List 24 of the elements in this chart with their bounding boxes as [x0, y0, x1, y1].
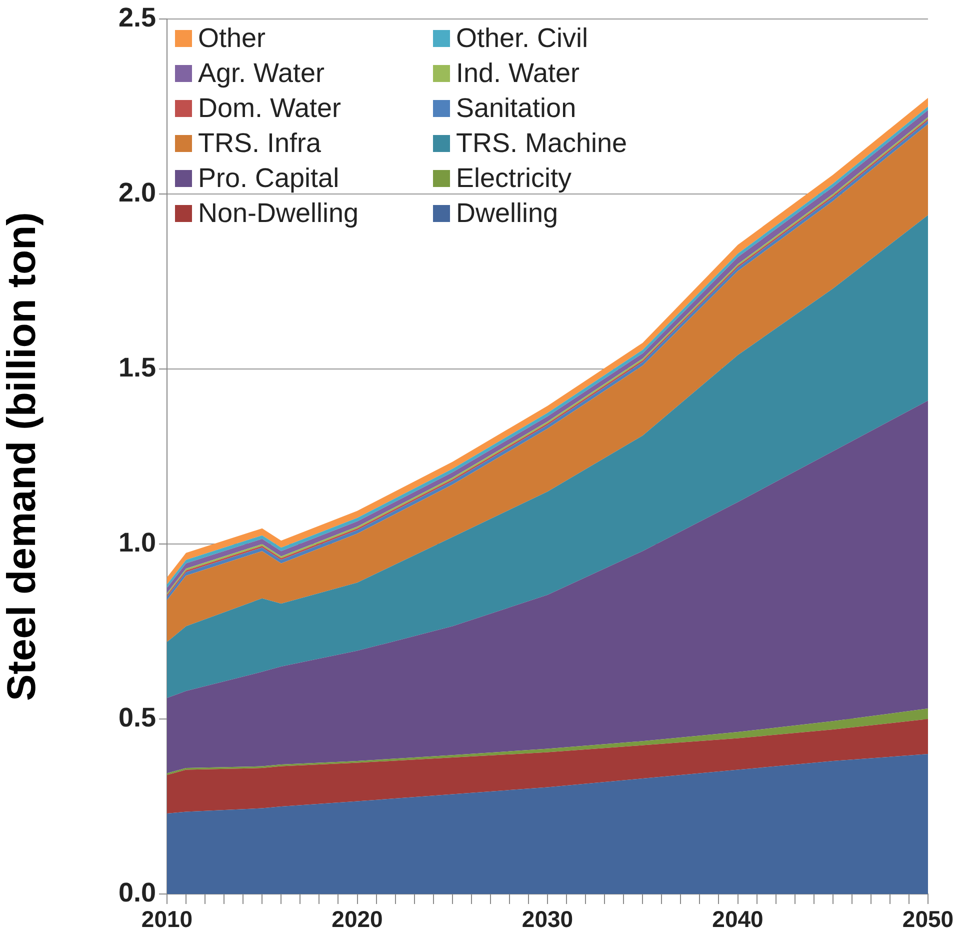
x-tick-label: 2020 [332, 906, 383, 932]
y-tick-label: 0.5 [118, 702, 156, 732]
legend-label: Agr. Water [198, 58, 325, 90]
legend-label: TRS. Infra [198, 128, 322, 160]
x-tick-label: 2010 [141, 906, 193, 932]
legend-label: Dwelling [456, 198, 558, 230]
legend-label: Dom. Water [198, 93, 342, 124]
x-tick-label: 2030 [522, 906, 574, 932]
x-tick-label: 2050 [902, 906, 954, 932]
legend-label: Sanitation [456, 93, 576, 124]
y-tick-label: 1.0 [118, 528, 156, 558]
x-tick-label: 2040 [712, 906, 764, 932]
legend-label: Electricity [456, 163, 572, 194]
y-tick-label: 2.0 [118, 178, 156, 208]
legend-label: Other [198, 23, 266, 54]
legend-label: TRS. Machine [456, 128, 628, 160]
y-axis-title: Steel demand (billion ton) [0, 212, 44, 702]
legend-label: Ind. Water [456, 58, 580, 90]
legend-label: Pro. Capital [198, 163, 340, 194]
legend-label: Non-Dwelling [198, 198, 359, 230]
legend-label: Other. Civil [456, 23, 588, 54]
y-tick-label: 1.5 [118, 352, 156, 383]
y-tick-label: 0.0 [118, 877, 156, 908]
y-tick-label: 2.5 [118, 2, 156, 33]
